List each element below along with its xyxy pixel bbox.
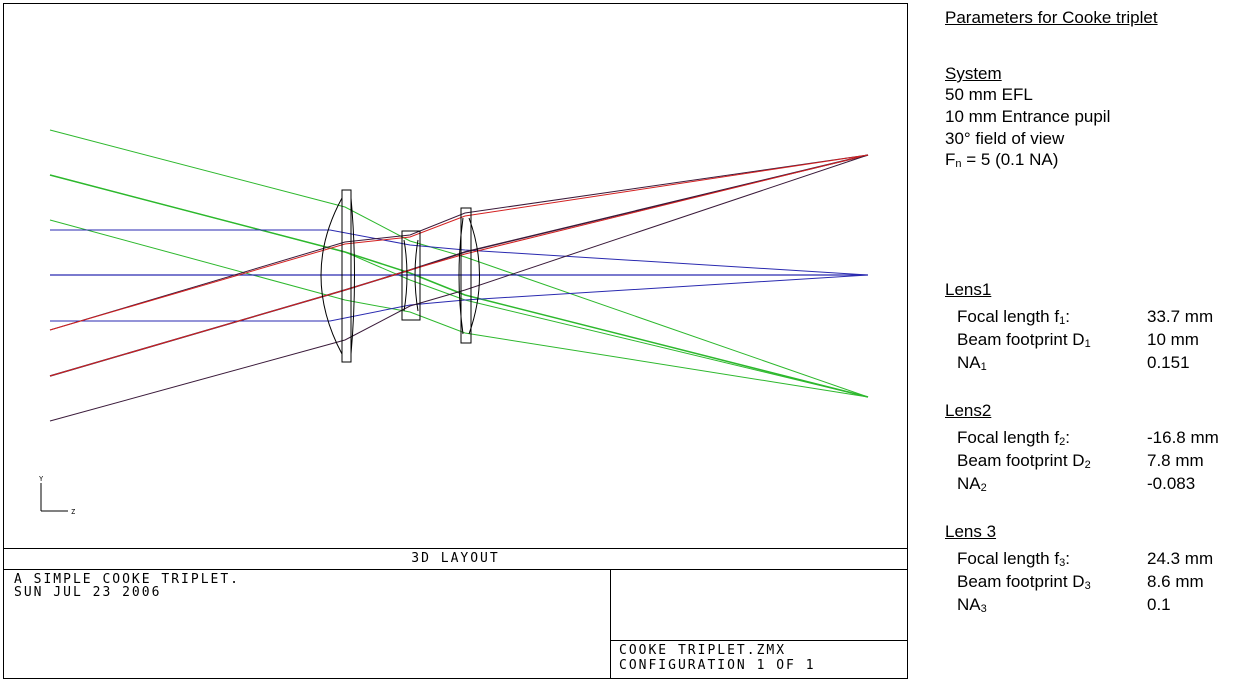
lens-1-flange — [341, 189, 352, 363]
beam-footprint-value: 8.6 mm — [1147, 572, 1204, 591]
ray-dark — [49, 154, 869, 422]
numerical-aperture-value: 0.151 — [1147, 353, 1190, 372]
ray-green — [49, 219, 869, 398]
axis-indicator: Y Z — [39, 475, 75, 516]
layout-title: 3D LAYOUT — [411, 551, 500, 566]
beam-footprint-label: Beam footprint D1 — [957, 330, 1091, 350]
ray-dark — [49, 154, 869, 331]
system-efl: 50 mm EFL — [945, 85, 1033, 104]
beam-footprint-value: 7.8 mm — [1147, 451, 1204, 470]
focal-length-label: Focal length f3: — [957, 549, 1070, 569]
system-heading: System — [945, 64, 1002, 83]
lens-1-front-surface — [320, 197, 343, 355]
lens-heading: Lens1 — [945, 280, 992, 299]
ray-green — [49, 174, 869, 398]
beam-footprint-label: Beam footprint D3 — [957, 572, 1091, 592]
file-info-box: COOKE TRIPLET.ZMX CONFIGURATION 1 OF 1 — [610, 569, 908, 679]
description-line-2: SUN JUL 23 2006 — [14, 585, 162, 600]
layout-description: A SIMPLE COOKE TRIPLET. SUN JUL 23 2006 — [14, 573, 240, 599]
system-pupil: 10 mm Entrance pupil — [945, 107, 1111, 126]
focal-length-label: Focal length f1: — [957, 307, 1070, 327]
y-axis-label: Y — [39, 475, 44, 483]
numerical-aperture-label: NA1 — [957, 353, 987, 373]
lens-3-front-surface — [458, 217, 464, 335]
beam-footprint-label: Beam footprint D2 — [957, 451, 1091, 471]
ray-red — [49, 154, 869, 377]
lens-2-front-surface — [403, 239, 408, 312]
ray-bundles — [49, 129, 869, 422]
lens-1-back-surface — [350, 197, 355, 355]
lens-2-back-surface — [414, 239, 419, 312]
system-f-number: Fn = 5 (0.1 NA) — [945, 150, 1059, 170]
lens-heading: Lens2 — [945, 401, 992, 420]
lens-2-flange — [401, 230, 421, 321]
ray-red — [49, 154, 869, 331]
beam-footprint-value: 10 mm — [1147, 330, 1199, 349]
numerical-aperture-label: NA2 — [957, 474, 987, 494]
numerical-aperture-value: 0.1 — [1147, 595, 1171, 614]
numerical-aperture-value: -0.083 — [1147, 474, 1196, 493]
z-axis-label: Z — [71, 508, 75, 516]
ray-green — [49, 129, 869, 398]
ray-blue — [50, 229, 869, 276]
system-fov: 30° field of view — [945, 129, 1065, 148]
lens-elements — [320, 189, 480, 363]
file-info-divider — [611, 640, 908, 641]
ray-trace-diagram: Y Z — [39, 129, 869, 516]
configuration-label: CONFIGURATION 1 OF 1 — [619, 658, 816, 673]
focal-length-value: 24.3 mm — [1147, 549, 1214, 568]
lens-3-back-surface — [468, 217, 480, 335]
parameters-heading: Parameters for Cooke triplet — [945, 8, 1158, 27]
numerical-aperture-label: NA3 — [957, 595, 987, 615]
focal-length-value: -16.8 mm — [1147, 428, 1219, 447]
layout-frame — [3, 3, 908, 679]
lens-3-flange — [460, 207, 472, 344]
description-line-1: A SIMPLE COOKE TRIPLET. — [14, 572, 241, 587]
focal-length-label: Focal length f2: — [957, 428, 1070, 448]
focal-length-value: 33.7 mm — [1147, 307, 1214, 326]
layout-title-bar: 3D LAYOUT — [3, 548, 908, 570]
lens-heading: Lens 3 — [945, 522, 997, 541]
file-name: COOKE TRIPLET.ZMX — [619, 643, 787, 658]
